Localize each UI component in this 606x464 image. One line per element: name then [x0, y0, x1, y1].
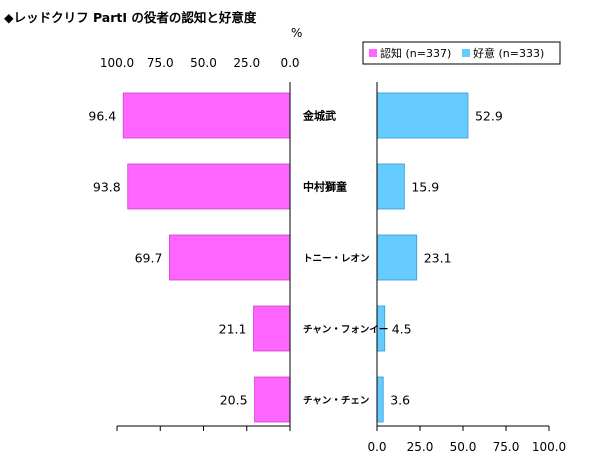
legend-label-awareness: 認知 (n=337): [380, 46, 451, 60]
awareness-bar: [169, 234, 291, 281]
left-axis-tick-labels: 100.0 75.0 50.0 25.0 0.0: [100, 56, 300, 70]
favorability-bar: [376, 376, 384, 423]
legend: 認知 (n=337) 好意 (n=333): [362, 41, 561, 65]
awareness-bar: [127, 163, 291, 210]
favorability-value-label: 4.5: [392, 322, 412, 337]
favorability-bar: [376, 163, 405, 210]
favorability-value-label: 52.9: [475, 109, 503, 124]
left-tick-label: 25.0: [233, 56, 260, 70]
legend-swatch-awareness: [369, 49, 377, 57]
favorability-value-label: 23.1: [424, 251, 452, 266]
left-tick-label: 0.0: [280, 56, 299, 70]
category-label: 中村獅童: [303, 180, 347, 194]
favorability-bars: [376, 92, 469, 423]
right-tick-label: 75.0: [493, 440, 520, 454]
right-tick-label: 25.0: [407, 440, 434, 454]
category-label: 金城武: [302, 109, 336, 123]
left-tick-label: 75.0: [147, 56, 174, 70]
awareness-value-label: 69.7: [135, 251, 163, 266]
right-axis-tick-labels: 0.0 25.0 50.0 75.0 100.0: [367, 440, 566, 454]
favorability-bar: [376, 234, 418, 281]
favorability-value-label: 3.6: [390, 393, 410, 408]
awareness-bar: [253, 305, 291, 352]
awareness-bar: [122, 92, 291, 139]
favorability-value-labels: 52.9 15.9 23.1 4.5 3.6: [390, 109, 503, 408]
awareness-value-label: 20.5: [220, 393, 248, 408]
favorability-value-label: 15.9: [411, 180, 439, 195]
awareness-bar: [254, 376, 291, 423]
right-tick-label: 50.0: [450, 440, 477, 454]
awareness-value-labels: 96.4 93.8 69.7 21.1 20.5: [88, 109, 247, 408]
legend-box: [362, 41, 561, 65]
unit-label: %: [291, 26, 302, 40]
right-tick-label: 100.0: [532, 440, 566, 454]
chart-title: ◆レッドクリフ PartⅠ の役者の認知と好意度: [4, 10, 257, 25]
left-tick-label: 50.0: [190, 56, 217, 70]
category-label: トニー・レオン: [303, 254, 370, 265]
axes: [116, 82, 550, 431]
left-tick-label: 100.0: [100, 56, 134, 70]
awareness-value-label: 96.4: [88, 109, 116, 124]
legend-label-favorability: 好意 (n=333): [473, 46, 544, 60]
awareness-value-label: 21.1: [219, 322, 247, 337]
right-tick-label: 0.0: [367, 440, 386, 454]
category-label: チャン・フォンイー: [303, 325, 388, 336]
favorability-bar: [376, 92, 469, 139]
awareness-value-label: 93.8: [93, 180, 121, 195]
legend-swatch-favorability: [462, 49, 470, 57]
awareness-bars: [122, 92, 291, 423]
category-label: チャン・チェン: [303, 396, 369, 407]
